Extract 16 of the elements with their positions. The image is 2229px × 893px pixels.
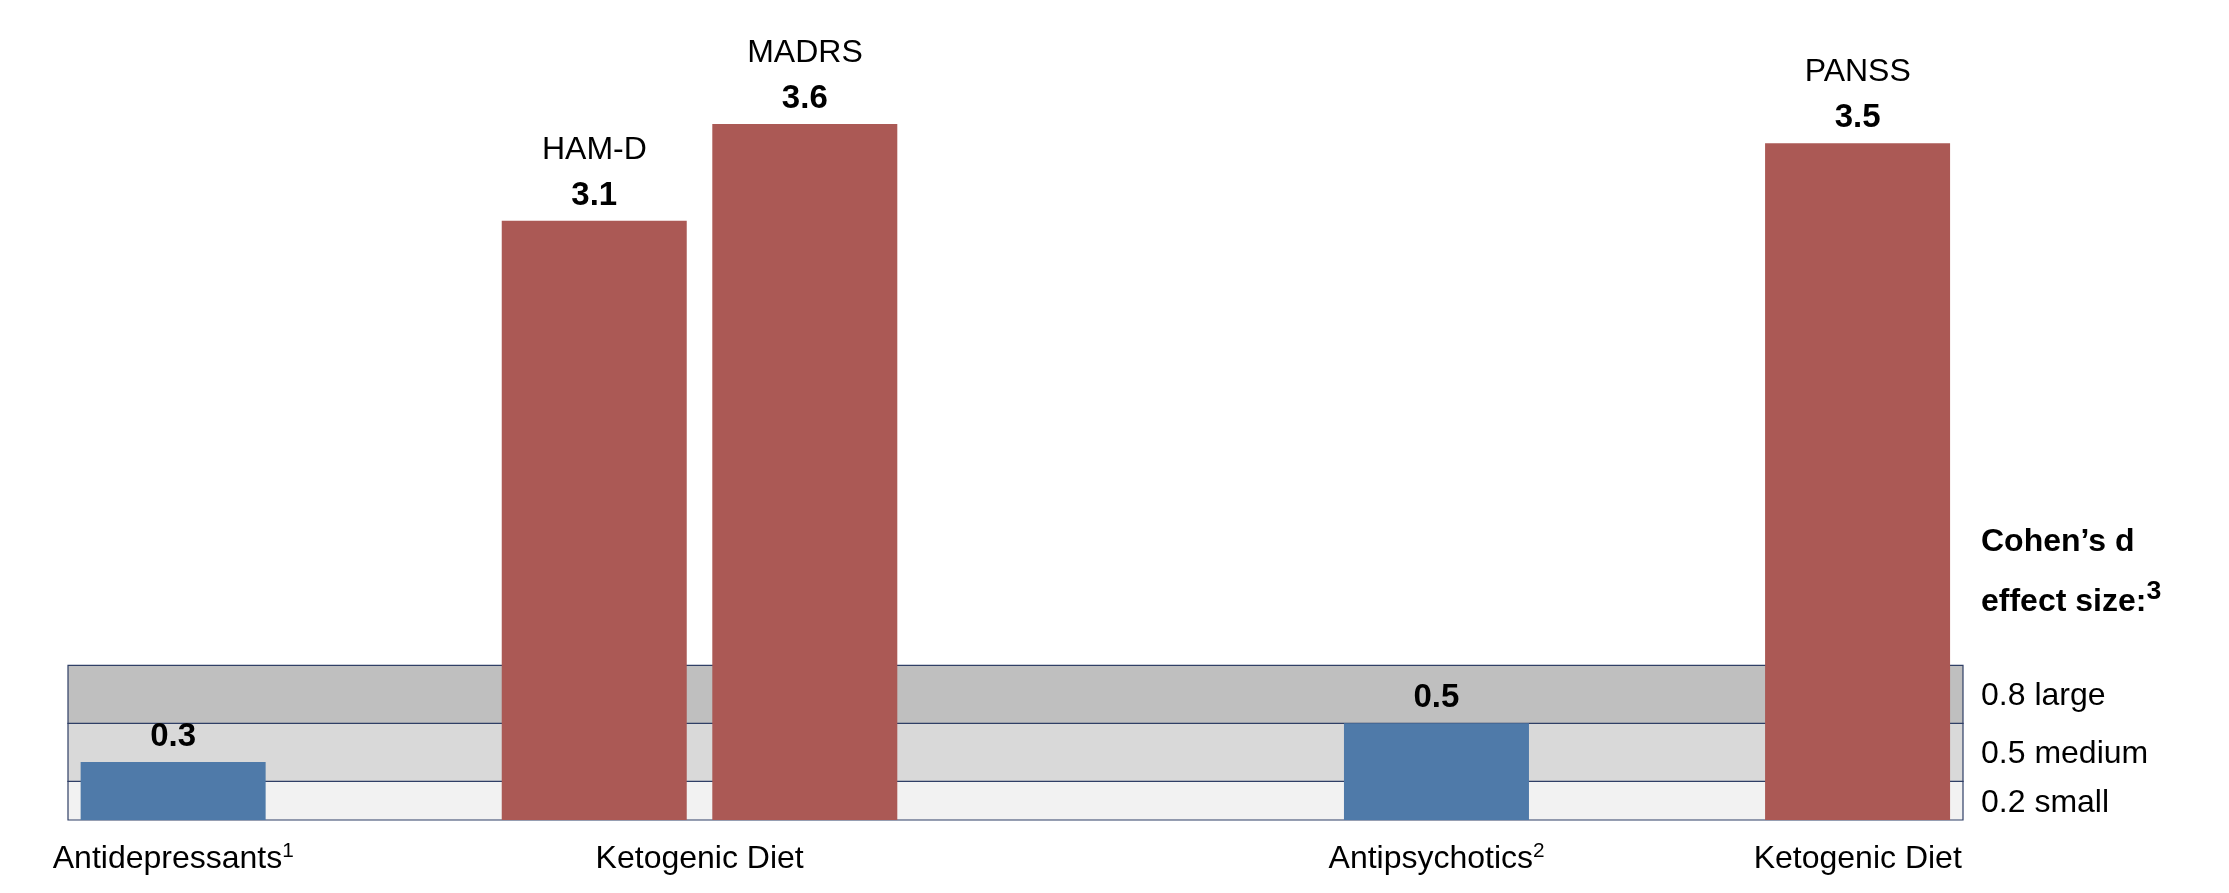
x-tick-label: Ketogenic Diet bbox=[595, 839, 804, 875]
data-label: 0.5 bbox=[1413, 677, 1460, 715]
annotation: HAM-D bbox=[541, 129, 647, 166]
data-label: 3.5 bbox=[1834, 97, 1881, 135]
data-label: 3.6 bbox=[781, 78, 828, 115]
x-tick-label: Antidepressants$^{1}$ bbox=[52, 837, 294, 875]
x-tick-label: Antipsychotics$^{2}$ bbox=[1328, 837, 1545, 875]
band-label: 0.8 large bbox=[1981, 676, 2106, 713]
band-label: 0.5 medium bbox=[1981, 734, 2149, 771]
annotation: MADRS bbox=[747, 33, 863, 69]
data-label: 3.1 bbox=[571, 174, 618, 212]
x-tick-label: Ketogenic Diet bbox=[1753, 839, 1962, 875]
text: Cohen’s d effect size:$^{3}$ bbox=[1981, 521, 2163, 620]
band-label: 0.2 small bbox=[1981, 782, 2110, 819]
annotation: PANSS bbox=[1804, 52, 1911, 89]
data-label: 0.3 bbox=[150, 716, 197, 753]
